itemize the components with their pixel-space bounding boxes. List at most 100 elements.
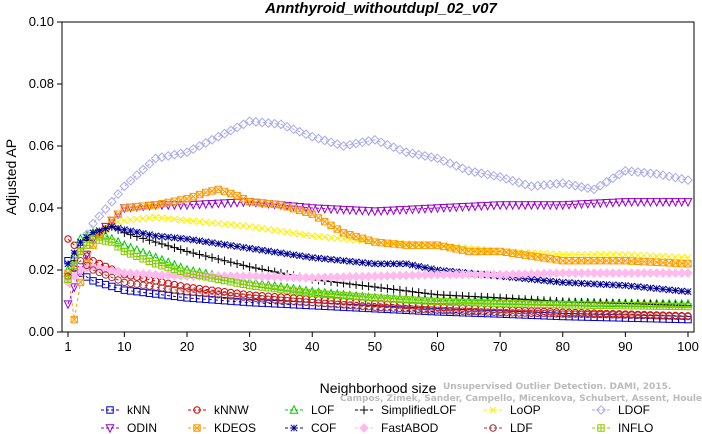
series-point [100, 204, 111, 214]
series-point [313, 204, 324, 214]
series-point [501, 173, 512, 184]
series-point [340, 257, 348, 265]
series-point [114, 276, 122, 284]
series-point [164, 198, 172, 207]
y-axis-label: Adjusted AP [3, 139, 19, 215]
series-point [302, 208, 310, 217]
series-point [476, 168, 487, 179]
series-point [684, 315, 692, 324]
series-point [652, 198, 662, 208]
series-point [314, 254, 323, 262]
series-point [244, 271, 255, 282]
series-point [321, 255, 329, 263]
series-point [70, 249, 78, 257]
series-point [189, 236, 197, 244]
series-point [395, 206, 405, 216]
series-point [133, 203, 141, 211]
series-point [427, 265, 435, 273]
series-point [314, 214, 323, 222]
series-point [389, 285, 398, 294]
series-point [207, 253, 217, 262]
series-point [69, 283, 79, 293]
series-point [221, 241, 229, 249]
series-point [195, 250, 204, 259]
series-point [139, 202, 147, 210]
series-point [401, 147, 412, 158]
series-point [558, 201, 568, 211]
series-point [227, 241, 235, 250]
series-point [114, 284, 122, 292]
series-point [470, 202, 480, 212]
y-tick-label: 0.08 [29, 76, 54, 91]
series-point [145, 257, 154, 266]
series-point [626, 166, 637, 177]
series-point [113, 266, 124, 277]
series-point [533, 201, 543, 211]
series-point [150, 269, 161, 280]
series-point [170, 243, 179, 252]
series-point [376, 283, 386, 293]
series-point [177, 234, 185, 242]
series-point [351, 280, 361, 289]
series-point [678, 287, 686, 295]
series-point [113, 189, 124, 199]
series-point [176, 201, 186, 211]
series-point [377, 260, 385, 268]
x-tick-label: 50 [368, 339, 382, 354]
series-point [621, 250, 629, 259]
series-point [119, 181, 130, 192]
series-point [508, 201, 518, 211]
legend-label: SimplifiedLOF [381, 403, 456, 417]
series-point [684, 302, 692, 311]
series-point [182, 247, 192, 256]
legend-item: COF [285, 421, 336, 434]
series-point [269, 271, 280, 282]
series-point [139, 255, 147, 263]
series-point [288, 272, 299, 283]
series-point [507, 175, 518, 186]
series-point [589, 184, 599, 195]
series-point [164, 214, 172, 223]
legend-label: LOF [311, 403, 334, 417]
series-point [365, 259, 373, 267]
series-inflo [64, 235, 692, 311]
series-point [407, 148, 418, 159]
series-point [251, 263, 261, 273]
series-point [402, 260, 410, 268]
series-point [326, 205, 336, 215]
series-point [227, 221, 235, 229]
series-point [314, 232, 323, 241]
series-point [571, 279, 579, 287]
series-point [269, 118, 280, 129]
series-point [131, 268, 142, 279]
series-point [421, 263, 429, 272]
series-point [308, 232, 316, 240]
series-point [683, 175, 693, 186]
series-point [120, 216, 128, 224]
series-point [289, 251, 298, 259]
series-point [263, 271, 274, 282]
legend-swatch-marker [597, 424, 605, 432]
series-point [607, 173, 618, 184]
series-point [127, 227, 135, 235]
series-point [264, 247, 272, 255]
series-point [195, 200, 205, 210]
series-point [70, 315, 78, 324]
series-point [94, 211, 105, 222]
legend-label: kNNW [214, 403, 249, 417]
series-point [246, 223, 254, 231]
series-point [370, 207, 380, 217]
series-point [144, 269, 155, 280]
series-point [383, 260, 391, 268]
series-point [501, 201, 511, 211]
series-point [584, 257, 592, 265]
series-point [488, 170, 499, 181]
series-point [589, 199, 599, 209]
series-point [377, 294, 385, 302]
series-point [551, 201, 561, 211]
series-point [114, 218, 122, 226]
series-point [665, 253, 673, 261]
y-tick-label: 0.04 [29, 200, 54, 215]
series-point [220, 256, 229, 265]
series-point [158, 199, 166, 208]
